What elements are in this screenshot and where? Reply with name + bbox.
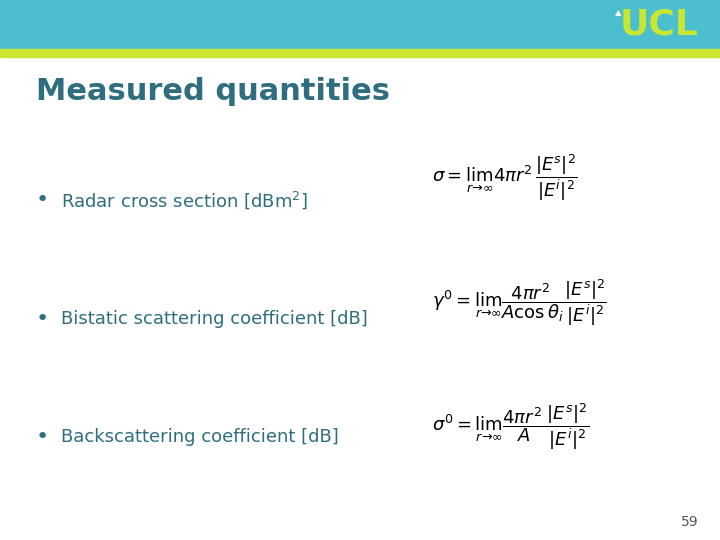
Text: 59: 59 bbox=[681, 515, 698, 529]
Text: $\sigma^0 = \lim_{r \to \infty} \dfrac{4\pi r^2}{A} \dfrac{|E^s|^2}{|E^i|^2}$: $\sigma^0 = \lim_{r \to \infty} \dfrac{4… bbox=[432, 401, 589, 452]
Text: UCL: UCL bbox=[620, 8, 698, 41]
Text: $\gamma^0 = \lim_{r \to \infty} \dfrac{4\pi r^2}{A\cos\theta_i} \dfrac{|E^s|^2}{: $\gamma^0 = \lim_{r \to \infty} \dfrac{4… bbox=[432, 277, 607, 328]
Text: Bistatic scattering coefficient [dB]: Bistatic scattering coefficient [dB] bbox=[61, 309, 368, 328]
Text: ▲: ▲ bbox=[614, 8, 621, 17]
Text: •: • bbox=[36, 308, 49, 329]
Bar bbox=[0, 49, 720, 57]
Text: Backscattering coefficient [dB]: Backscattering coefficient [dB] bbox=[61, 428, 339, 447]
Text: Radar cross section [dBm$^2$]: Radar cross section [dBm$^2$] bbox=[61, 189, 308, 211]
Text: Measured quantities: Measured quantities bbox=[36, 77, 390, 106]
Text: •: • bbox=[36, 427, 49, 448]
Text: $\sigma = \lim_{r \to \infty} 4\pi r^2 \dfrac{|E^s|^2}{|E^i|^2}$: $\sigma = \lim_{r \to \infty} 4\pi r^2 \… bbox=[432, 153, 577, 204]
Text: •: • bbox=[36, 190, 49, 210]
Bar bbox=[0, 0, 720, 49]
